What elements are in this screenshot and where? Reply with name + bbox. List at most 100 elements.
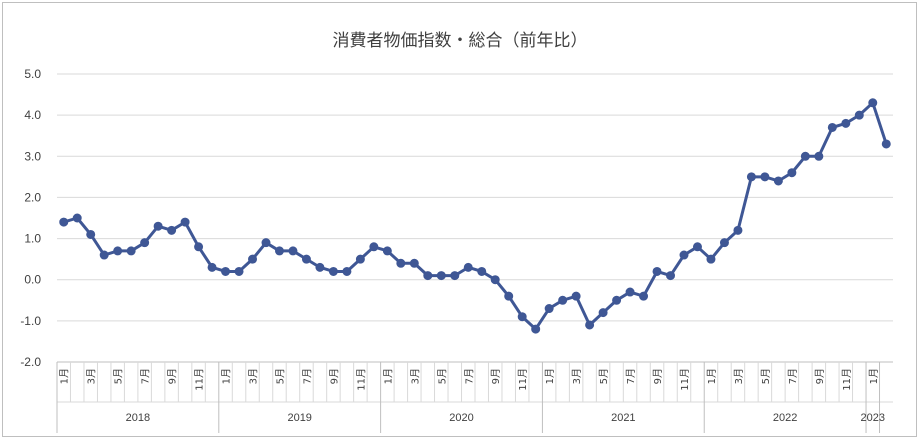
- data-point: [881, 139, 891, 149]
- data-point: [99, 250, 109, 260]
- data-point: [773, 176, 783, 186]
- data-point: [126, 246, 136, 256]
- data-point: [59, 217, 69, 227]
- x-month-label: 7月: [787, 368, 799, 384]
- y-tick-label: -2.0: [20, 355, 41, 369]
- data-point: [490, 275, 500, 285]
- data-point: [719, 238, 729, 248]
- x-month-label: 5月: [274, 368, 286, 384]
- data-point: [450, 271, 460, 281]
- data-point: [274, 246, 284, 256]
- data-point: [207, 262, 217, 272]
- x-month-label: 3月: [733, 368, 745, 384]
- data-point: [787, 168, 797, 178]
- data-point: [180, 217, 190, 227]
- data-point: [827, 122, 837, 132]
- x-month-label: 5月: [760, 368, 772, 384]
- x-month-label: 3月: [86, 368, 98, 384]
- data-point: [167, 225, 177, 235]
- x-month-label: 1月: [706, 368, 718, 384]
- data-point: [382, 246, 392, 256]
- data-point: [652, 266, 662, 276]
- x-month-label: 1月: [544, 368, 556, 384]
- x-year-label: 2018: [126, 412, 150, 424]
- y-tick-label: -1.0: [20, 314, 41, 328]
- x-month-label: 7月: [301, 368, 313, 384]
- x-month-label: 7月: [140, 368, 152, 384]
- x-month-label: 1月: [868, 368, 880, 384]
- y-tick-label: 1.0: [24, 232, 41, 246]
- x-month-label: 5月: [436, 368, 448, 384]
- x-year-label: 2020: [449, 412, 473, 424]
- x-month-label: 7月: [625, 368, 637, 384]
- x-month-label: 3月: [248, 368, 260, 384]
- data-point: [140, 238, 150, 248]
- data-point: [221, 266, 231, 276]
- data-point: [625, 287, 635, 297]
- chart-title: 消費者物価指数・総合（前年比）: [333, 31, 588, 51]
- data-point: [679, 250, 689, 260]
- x-month-label: 1月: [221, 368, 233, 384]
- data-point: [153, 221, 163, 231]
- data-point: [86, 229, 96, 239]
- data-point: [113, 246, 123, 256]
- y-tick-label: 3.0: [24, 149, 41, 163]
- data-point: [841, 118, 851, 128]
- data-point: [409, 258, 419, 268]
- data-point: [854, 110, 864, 120]
- x-month-label: 1月: [382, 368, 394, 384]
- x-month-label: 9月: [328, 368, 340, 384]
- x-year-label: 2021: [611, 412, 635, 424]
- data-point: [355, 254, 365, 264]
- data-point: [585, 320, 595, 330]
- data-point: [760, 172, 770, 182]
- data-point: [639, 291, 649, 301]
- data-point: [666, 271, 676, 281]
- x-axis: 1月 3月 5月 7月 9月 11月 2018 1月 3月 5月 7月 9月 11月 2019 1月 3月 5月…: [56, 361, 893, 433]
- data-point: [477, 266, 487, 276]
- x-month-label: 3月: [409, 368, 421, 384]
- data-point: [692, 242, 702, 252]
- x-month-label: 11月: [841, 368, 853, 391]
- data-point: [558, 295, 568, 305]
- x-month-label: 9月: [814, 368, 826, 384]
- data-point: [436, 271, 446, 281]
- x-month-label: 11月: [679, 368, 691, 391]
- data-point: [800, 151, 810, 161]
- x-year-label: 2023: [861, 412, 885, 424]
- x-year-label: 2019: [287, 412, 311, 424]
- x-month-label: 1月: [59, 368, 71, 384]
- data-point: [369, 242, 379, 252]
- data-point: [814, 151, 824, 161]
- y-tick-label: 2.0: [24, 190, 41, 204]
- x-month-label: 11月: [355, 368, 367, 391]
- data-point: [463, 262, 473, 272]
- data-point: [194, 242, 204, 252]
- data-point: [746, 172, 756, 182]
- series-line-path: [62, 101, 888, 331]
- data-point: [72, 213, 82, 223]
- y-tick-label: 0.0: [24, 273, 41, 287]
- data-point: [396, 258, 406, 268]
- data-point: [598, 308, 608, 318]
- data-point: [531, 324, 541, 334]
- data-point: [342, 266, 352, 276]
- data-point: [234, 266, 244, 276]
- y-tick-label: 5.0: [24, 67, 41, 81]
- data-point: [517, 312, 527, 322]
- x-month-label: 5月: [598, 368, 610, 384]
- series-line: [62, 101, 888, 331]
- data-point: [328, 266, 338, 276]
- data-point: [261, 238, 271, 248]
- data-point: [248, 254, 258, 264]
- x-month-label: 9月: [167, 368, 179, 384]
- data-point: [504, 291, 514, 301]
- data-point: [544, 304, 554, 314]
- data-point: [423, 271, 433, 281]
- x-month-label: 9月: [652, 368, 664, 384]
- data-point: [612, 295, 622, 305]
- x-month-label: 11月: [517, 368, 529, 391]
- x-year-label: 2022: [773, 412, 797, 424]
- data-point: [301, 254, 311, 264]
